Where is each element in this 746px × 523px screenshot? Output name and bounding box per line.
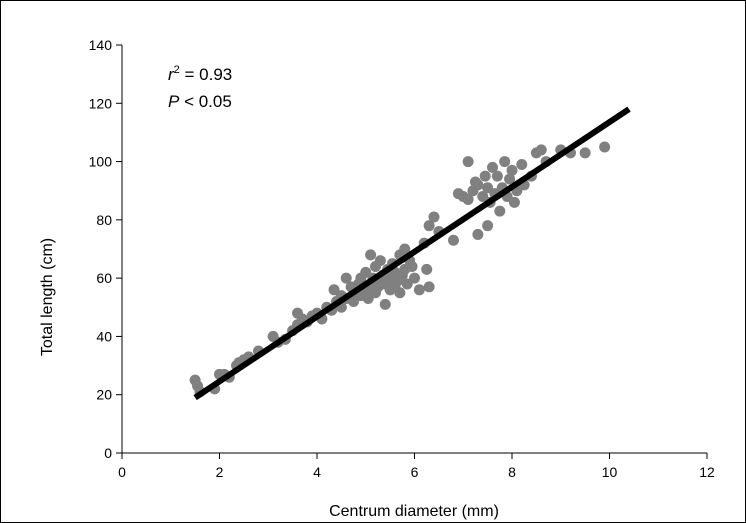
data-point xyxy=(360,266,372,278)
data-point xyxy=(406,260,418,272)
x-tick-label: 6 xyxy=(411,464,419,480)
y-tick-label: 80 xyxy=(96,212,112,228)
data-point xyxy=(365,249,377,261)
y-tick-label: 100 xyxy=(89,154,113,170)
data-point xyxy=(487,161,498,173)
data-point xyxy=(516,158,528,170)
data-point xyxy=(401,278,413,290)
data-point xyxy=(340,272,352,284)
data-point xyxy=(535,144,547,156)
data-point xyxy=(409,272,420,284)
data-point xyxy=(482,182,494,194)
data-points xyxy=(189,141,611,398)
x-axis-title: Centrum diameter (mm) xyxy=(329,503,499,520)
y-tick-label: 40 xyxy=(96,328,112,344)
data-point xyxy=(423,220,435,232)
y-tick-label: 120 xyxy=(89,95,113,111)
y-tick-label: 140 xyxy=(89,37,113,53)
data-point xyxy=(494,205,506,217)
data-point xyxy=(504,173,516,185)
x-tick-label: 0 xyxy=(118,464,126,480)
y-axis-title: Total length (cm) xyxy=(39,238,56,356)
data-point xyxy=(482,220,494,232)
data-point xyxy=(579,147,591,159)
data-point xyxy=(348,295,360,307)
x-tick-label: 10 xyxy=(602,464,618,480)
data-point xyxy=(328,284,340,296)
data-point xyxy=(472,228,484,240)
labels: Centrum diameter (mm) Total length (cm) … xyxy=(39,64,499,520)
data-point xyxy=(472,179,484,191)
data-point xyxy=(508,196,520,208)
regression-line xyxy=(193,106,631,401)
x-tick-label: 4 xyxy=(313,464,321,480)
p-value-annotation: P < 0.05 xyxy=(168,92,232,111)
data-point xyxy=(428,211,440,223)
data-point xyxy=(413,284,425,296)
data-point xyxy=(374,255,386,267)
data-point xyxy=(399,243,411,255)
x-tick-label: 12 xyxy=(699,464,715,480)
x-tick-label: 2 xyxy=(216,464,224,480)
r-squared-annotation: r2 = 0.93 xyxy=(168,64,232,84)
data-point xyxy=(462,193,474,205)
regression-line-group xyxy=(193,106,631,401)
data-point xyxy=(448,234,459,246)
data-point xyxy=(423,281,435,293)
y-tick-label: 0 xyxy=(104,445,112,461)
data-point xyxy=(379,298,391,310)
data-point xyxy=(479,170,491,182)
data-point xyxy=(599,141,611,153)
data-point xyxy=(394,287,406,299)
data-point xyxy=(421,263,433,275)
data-point xyxy=(491,170,503,182)
y-tick-label: 20 xyxy=(96,387,112,403)
y-tick-label: 60 xyxy=(96,270,112,286)
data-point xyxy=(477,191,489,203)
data-point xyxy=(499,156,511,168)
data-point xyxy=(362,293,374,305)
data-point xyxy=(506,164,518,176)
data-point xyxy=(462,156,474,168)
x-tick-label: 8 xyxy=(508,464,516,480)
